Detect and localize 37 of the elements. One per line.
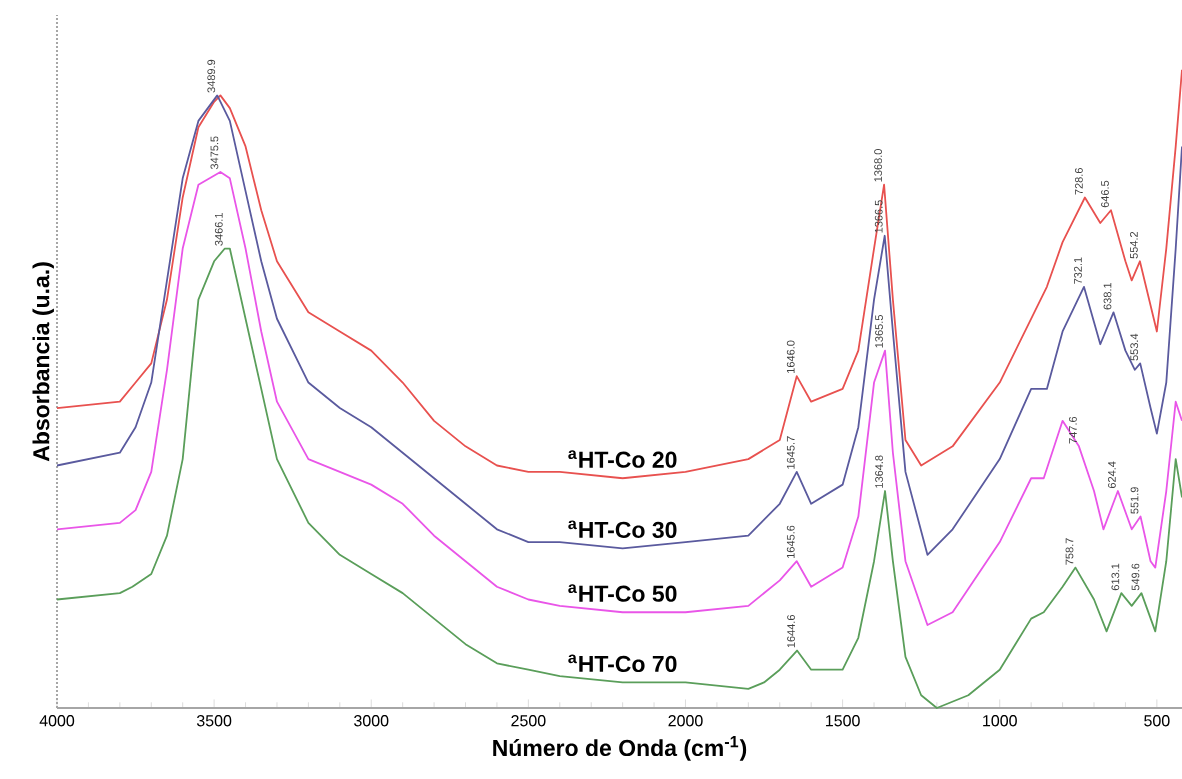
x-tick-label: 2000 bbox=[668, 715, 703, 727]
annotation: 1366.5 bbox=[874, 200, 883, 233]
annotation: 1645.6 bbox=[786, 525, 795, 558]
x-tick-label: 1000 bbox=[983, 715, 1017, 727]
annotation: 613.1 bbox=[1111, 563, 1120, 591]
x-axis-title: Número de Onda (cm$^{-1}$) bbox=[493, 736, 747, 761]
series-label: $^{a}$HT-Co 30 bbox=[568, 520, 677, 539]
series-label: $^{a}$HT-Co 70 bbox=[568, 654, 677, 673]
annotation: 1646.0 bbox=[786, 340, 795, 373]
annotation: 1364.8 bbox=[875, 455, 883, 488]
x-tick-label: 1500 bbox=[826, 715, 860, 727]
annotation: 3466.1 bbox=[214, 213, 223, 246]
annotation: 549.6 bbox=[1131, 563, 1140, 591]
annotation: 551.9 bbox=[1130, 487, 1139, 514]
y-axis-title: Absorbancia (u.a.) bbox=[32, 262, 54, 462]
annotation: 638.1 bbox=[1103, 282, 1112, 310]
annotation: 1365.5 bbox=[875, 315, 883, 348]
annotation: 1645.7 bbox=[786, 436, 795, 469]
series-label: $^{a}$HT-Co 50 bbox=[568, 584, 677, 602]
annotation: 3489.9 bbox=[207, 59, 216, 93]
annotation: 747.6 bbox=[1069, 416, 1077, 444]
annotation: 732.1 bbox=[1074, 257, 1082, 284]
annotation: 1644.6 bbox=[787, 614, 795, 648]
annotation: 1368.0 bbox=[874, 149, 882, 182]
x-tick-label: 3000 bbox=[354, 715, 389, 727]
annotation: 646.5 bbox=[1101, 180, 1109, 208]
annotation: 554.2 bbox=[1129, 231, 1138, 259]
x-tick-label: 2500 bbox=[511, 715, 546, 727]
annotation: 3475.5 bbox=[210, 136, 219, 170]
annotation: 758.7 bbox=[1065, 538, 1074, 565]
annotation: 553.4 bbox=[1130, 333, 1139, 361]
annotation: 624.4 bbox=[1107, 461, 1116, 489]
annotation: 728.6 bbox=[1075, 168, 1083, 195]
series-label: $^{a}$HT-Co 20 bbox=[568, 450, 677, 468]
x-tick-label: 4000 bbox=[39, 715, 75, 727]
x-tick-label: 500 bbox=[1144, 715, 1170, 727]
x-tick-label: 3500 bbox=[196, 715, 232, 727]
